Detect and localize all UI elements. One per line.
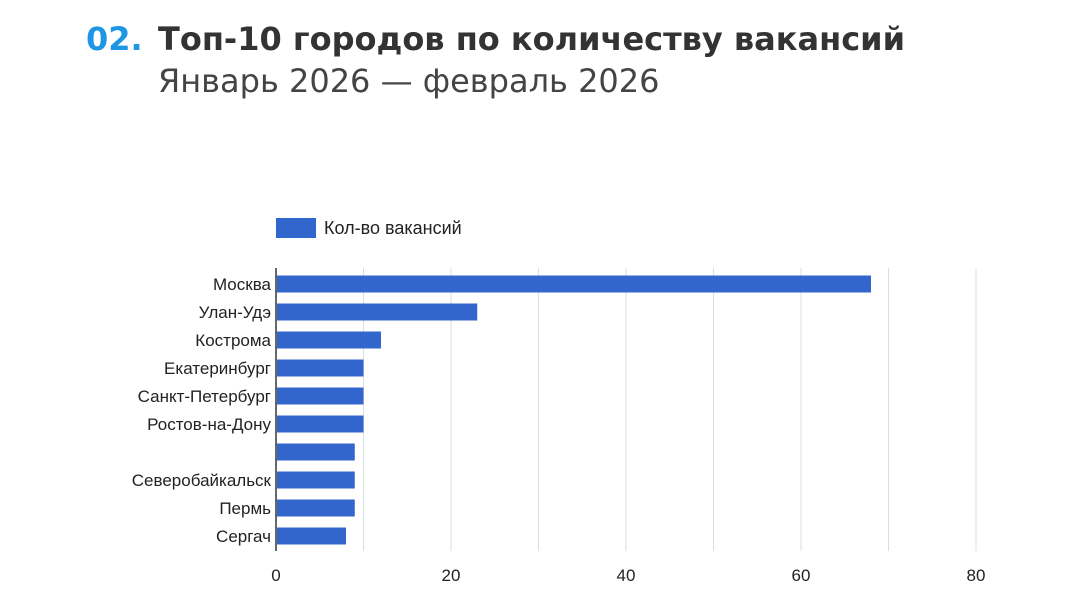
page-subtitle: Январь 2026 — февраль 2026 bbox=[158, 62, 660, 100]
bar bbox=[277, 443, 355, 461]
category-label: Москва bbox=[213, 275, 272, 294]
category-label: Пермь bbox=[219, 499, 271, 518]
bar bbox=[277, 303, 478, 321]
legend: Кол-во вакансий bbox=[276, 218, 462, 238]
page-title: Топ-10 городов по количеству вакансий bbox=[158, 20, 905, 58]
bar bbox=[277, 331, 381, 349]
category-label: Екатеринбург bbox=[164, 359, 271, 378]
title-row: 02. Топ-10 городов по количеству ваканси… bbox=[86, 20, 905, 58]
legend-swatch bbox=[276, 218, 316, 238]
category-label: Ростов-на-Дону bbox=[147, 415, 271, 434]
bar bbox=[277, 359, 364, 377]
category-label: Северобайкальск bbox=[132, 471, 272, 490]
category-label: Сергач bbox=[216, 527, 271, 546]
bar-layer bbox=[277, 275, 871, 545]
category-label: Улан-Удэ bbox=[199, 303, 271, 322]
category-label: Кострома bbox=[195, 331, 271, 350]
legend-label: Кол-во вакансий bbox=[324, 218, 462, 238]
section-number: 02. bbox=[86, 20, 143, 58]
bar bbox=[277, 387, 364, 405]
category-label: Санкт-Петербург bbox=[138, 387, 271, 406]
x-tick-label: 40 bbox=[617, 566, 636, 585]
x-tick-label: 80 bbox=[967, 566, 986, 585]
bar bbox=[277, 499, 355, 517]
label-layer: 0 20 40 60 80 Москва Улан-Удэ Кострома Екатеринб… bbox=[132, 275, 986, 585]
header: 02. Топ-10 городов по количеству ваканси… bbox=[86, 20, 905, 100]
bar bbox=[277, 527, 346, 545]
bar bbox=[277, 275, 871, 293]
bar bbox=[277, 471, 355, 489]
bar bbox=[277, 415, 364, 433]
x-tick-label: 20 bbox=[442, 566, 461, 585]
x-tick-label: 0 bbox=[271, 566, 280, 585]
x-tick-label: 60 bbox=[792, 566, 811, 585]
